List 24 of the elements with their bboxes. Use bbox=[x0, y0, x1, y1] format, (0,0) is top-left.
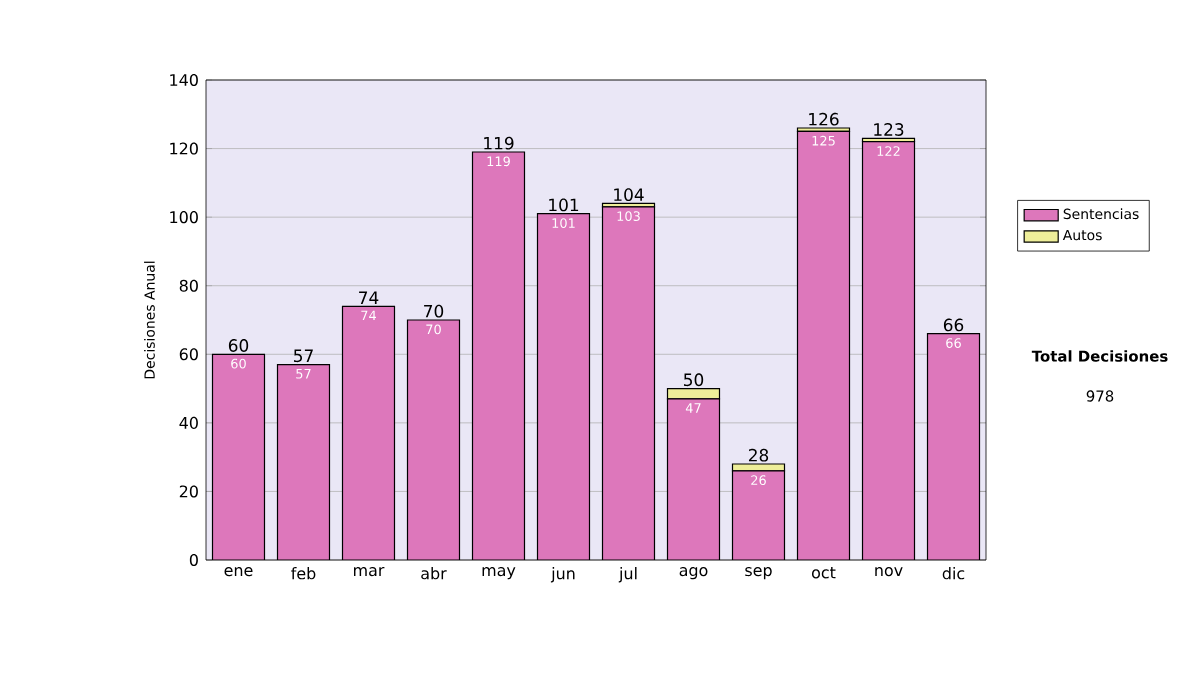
total-label: 126 bbox=[809, 112, 839, 126]
total-label: 119 bbox=[484, 136, 514, 150]
bar bbox=[537, 213, 590, 560]
total-label: 104 bbox=[614, 188, 644, 202]
bar bbox=[472, 152, 525, 560]
bar bbox=[732, 470, 785, 560]
total-label: 60 bbox=[228, 339, 249, 352]
total-label: 50 bbox=[684, 373, 704, 387]
bar bbox=[342, 306, 395, 560]
total-label: 66 bbox=[943, 318, 964, 332]
bar bbox=[926, 333, 981, 560]
total-label: 57 bbox=[294, 349, 313, 363]
bar bbox=[667, 398, 720, 560]
total-label: 123 bbox=[874, 123, 904, 136]
bar bbox=[862, 141, 915, 560]
total-label: 28 bbox=[748, 448, 769, 462]
total-label: 101 bbox=[549, 198, 579, 212]
bar bbox=[407, 320, 460, 560]
total-label: 70 bbox=[424, 304, 444, 318]
bar bbox=[212, 354, 265, 560]
bar bbox=[797, 131, 850, 560]
bar bbox=[602, 206, 655, 560]
total-label: 74 bbox=[359, 291, 379, 304]
bar bbox=[277, 364, 330, 560]
